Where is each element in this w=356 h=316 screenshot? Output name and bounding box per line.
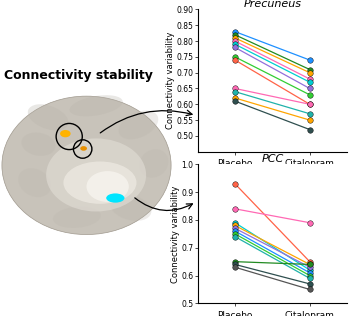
- Text: Connectivity stability: Connectivity stability: [4, 69, 153, 82]
- Ellipse shape: [46, 138, 146, 211]
- Ellipse shape: [60, 130, 70, 137]
- Y-axis label: Connectivity variability: Connectivity variability: [166, 32, 175, 129]
- Ellipse shape: [63, 161, 136, 204]
- Ellipse shape: [28, 104, 68, 130]
- Title: Precuneus: Precuneus: [244, 0, 301, 9]
- Ellipse shape: [139, 149, 168, 178]
- Ellipse shape: [69, 95, 123, 116]
- Ellipse shape: [21, 132, 56, 156]
- Y-axis label: Connectivity variability: Connectivity variability: [171, 185, 180, 283]
- Ellipse shape: [18, 168, 51, 197]
- Title: PCC: PCC: [261, 154, 283, 164]
- Ellipse shape: [80, 146, 87, 151]
- Ellipse shape: [110, 194, 151, 221]
- Ellipse shape: [53, 207, 101, 228]
- Ellipse shape: [106, 193, 125, 203]
- Ellipse shape: [119, 111, 158, 139]
- Ellipse shape: [87, 171, 129, 202]
- Ellipse shape: [2, 96, 171, 234]
